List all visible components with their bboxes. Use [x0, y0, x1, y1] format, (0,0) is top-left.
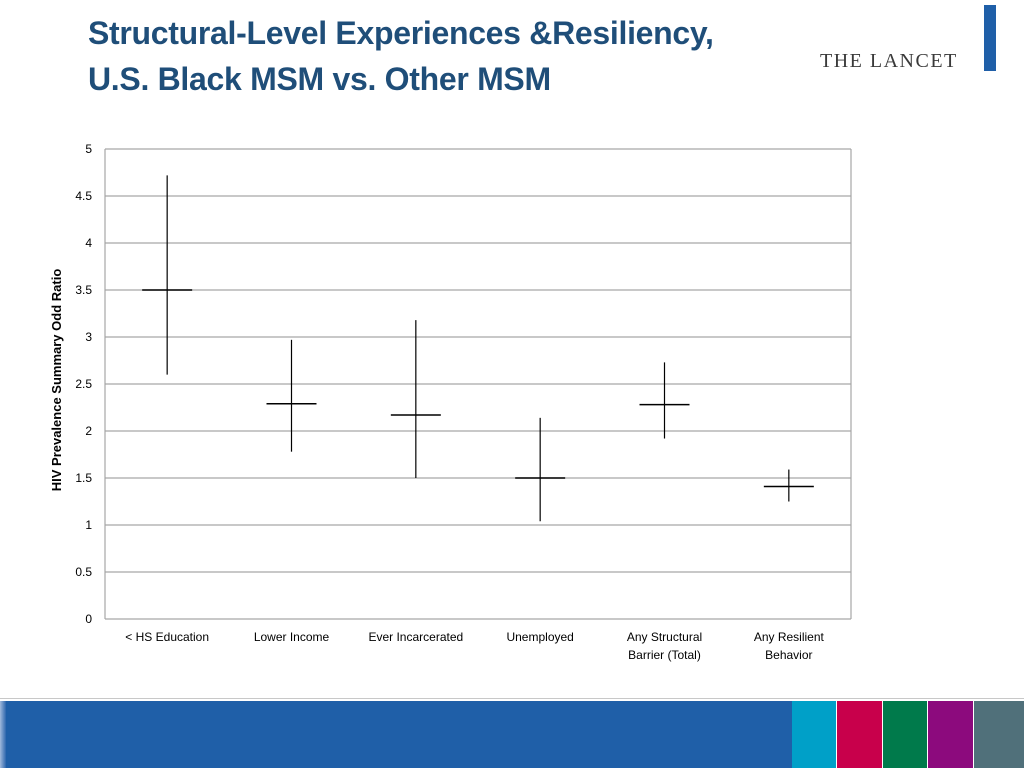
footer-block-1: [792, 701, 836, 768]
footer-block-2: [837, 701, 882, 768]
y-tick-label: 3.5: [75, 283, 92, 297]
footer-divider: [0, 698, 1024, 699]
footer-block-3: [883, 701, 927, 768]
x-tick-label: Any Resilient: [754, 630, 825, 644]
y-tick-label: 2.5: [75, 377, 92, 391]
lancet-logo: THE LANCET: [818, 4, 998, 74]
y-axis-label: HIV Prevalence Summary Odd Ratio: [49, 269, 64, 492]
logo-bar: [984, 5, 996, 71]
slide-title-line-1: Structural-Level Experiences &Resiliency…: [88, 15, 714, 51]
logo-text: THE LANCET: [820, 50, 958, 72]
slide-title: Structural-Level Experiences &Resiliency…: [88, 10, 788, 102]
x-tick-label: Unemployed: [506, 630, 573, 644]
x-tick-label: Lower Income: [254, 630, 330, 644]
slide-title-line-2: U.S. Black MSM vs. Other MSM: [88, 61, 551, 97]
x-tick-label: Ever Incarcerated: [368, 630, 463, 644]
y-tick-label: 0.5: [75, 565, 92, 579]
x-tick-label: Behavior: [765, 648, 812, 662]
footer-block-4: [928, 701, 973, 768]
y-tick-label: 1: [85, 518, 92, 532]
y-tick-label: 4.5: [75, 189, 92, 203]
y-tick-label: 5: [85, 142, 92, 156]
x-tick-label: Any Structural: [627, 630, 702, 644]
y-tick-label: 3: [85, 330, 92, 344]
footer-block-5: [974, 701, 1024, 768]
hiv-odds-ratio-chart: 0 0.5 1 1.5 2 2.5 3 3.5 4 4.5 5 HIV Prevalence Summ…: [49, 142, 852, 662]
y-tick-label: 2: [85, 424, 92, 438]
footer-main-bar: [6, 701, 792, 768]
y-tick-label: 0: [85, 612, 92, 626]
footer-edge: [0, 701, 6, 768]
x-tick-label: < HS Education: [125, 630, 209, 644]
y-tick-label: 4: [85, 236, 92, 250]
x-tick-label: Barrier (Total): [628, 648, 701, 662]
footer-band: [0, 698, 1024, 768]
y-tick-label: 1.5: [75, 471, 92, 485]
